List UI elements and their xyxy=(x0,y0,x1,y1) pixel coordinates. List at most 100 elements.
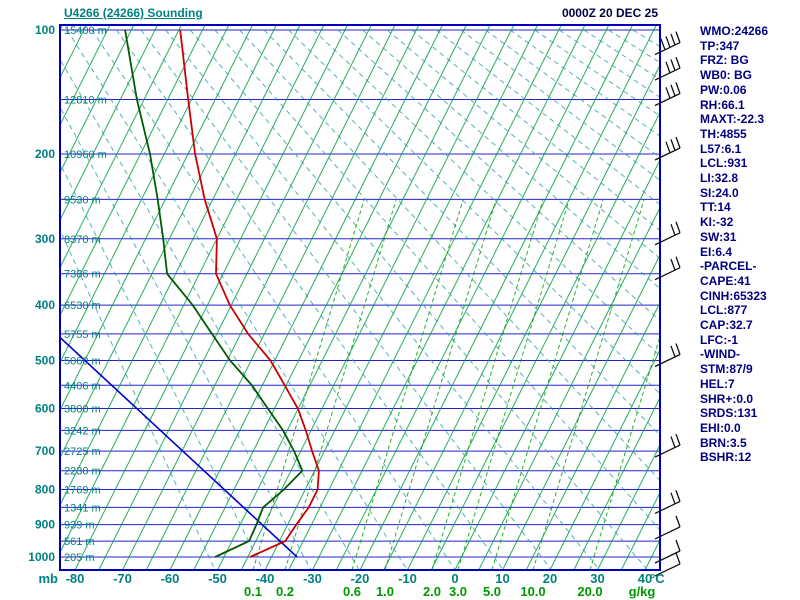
temp-tick-label: 40 xyxy=(638,571,652,586)
stat-line: TT:14 xyxy=(700,200,731,215)
height-label: 6530 m xyxy=(64,300,101,312)
mixing-ratio-lines xyxy=(252,199,660,570)
stat-line: RH:66.1 xyxy=(700,97,745,112)
stat-line: LFC:-1 xyxy=(700,332,738,347)
height-label: 8370 m xyxy=(64,234,101,246)
temperature-axis-labels: -80 -70 -60 -50 -40 -30 -20 -10 0 10 20 30 40 xyxy=(66,571,653,586)
pressure-unit-label: mb xyxy=(39,571,59,586)
stat-line: WMO:24266 xyxy=(700,24,769,38)
height-label: 205 m xyxy=(64,552,95,564)
temp-tick-label: 20 xyxy=(543,571,557,586)
stat-line: MAXT:-22.3 xyxy=(700,112,765,127)
temp-tick-label: -50 xyxy=(208,571,227,586)
unit-labels: mb °Cg/kg xyxy=(39,571,666,599)
temp-tick-label: -10 xyxy=(398,571,417,586)
height-label: 15400 m xyxy=(64,25,107,37)
pressure-tick-label: 1000 xyxy=(28,550,55,564)
temp-tick-label: 30 xyxy=(590,571,604,586)
height-label: 12810 m xyxy=(64,95,107,107)
stat-line: LI:32.8 xyxy=(700,171,739,186)
height-label: 3242 m xyxy=(64,425,101,437)
height-label: 939 m xyxy=(64,520,95,532)
height-labels: 15400 m 12810 m 10960 m 9530 m 8370 m 7386 m 6… xyxy=(64,25,107,564)
height-label: 1769 m xyxy=(64,485,101,497)
stat-line: TP:347 xyxy=(700,38,740,53)
stat-line: SHR+:0.0 xyxy=(700,391,754,406)
stat-line: EI:6.4 xyxy=(700,244,733,259)
stat-line: CAPE:41 xyxy=(700,273,751,288)
plot-frame xyxy=(59,24,661,571)
temp-tick-label: -30 xyxy=(303,571,322,586)
temperature-trace xyxy=(179,29,320,558)
pressure-tick-label: 700 xyxy=(35,444,55,458)
stat-line: BSHR:12 xyxy=(700,450,752,465)
stat-line: SW:31 xyxy=(700,229,737,244)
height-label: 9530 m xyxy=(64,194,101,206)
stat-line: -PARCEL- xyxy=(700,259,757,274)
pressure-tick-label: 600 xyxy=(35,402,55,416)
stat-line: WB0: BG xyxy=(700,68,752,83)
mixing-ratio-tick-label: 1.0 xyxy=(376,584,394,599)
pressure-tick-label: 800 xyxy=(35,483,55,497)
height-label: 561 m xyxy=(64,536,95,548)
temp-tick-label: -70 xyxy=(113,571,132,586)
chart-datetime: 0000Z 20 DEC 25 xyxy=(561,6,658,20)
temp-tick-label: -40 xyxy=(256,571,275,586)
dewpoint-trace xyxy=(124,29,304,558)
stat-line: PW:0.06 xyxy=(700,82,747,97)
stat-line: CINH:65323 xyxy=(700,288,767,303)
mixing-ratio-tick-label: 5.0 xyxy=(483,584,501,599)
pressure-tick-label: 400 xyxy=(35,298,55,312)
mixing-ratio-tick-label: 0.6 xyxy=(343,584,361,599)
stat-line: KI:-32 xyxy=(700,215,734,230)
stat-line: L57:6.1 xyxy=(700,141,742,156)
mixing-ratio-tick-label: 0.1 xyxy=(244,584,262,599)
chart-title: U4266 (24266) Sounding xyxy=(64,6,203,20)
height-label: 2725 m xyxy=(64,446,101,458)
dry-adiabat-lines xyxy=(60,29,660,570)
stat-line: -WIND- xyxy=(700,347,740,362)
stat-line: STM:87/9 xyxy=(700,362,753,377)
height-label: 4406 m xyxy=(64,380,101,392)
pressure-tick-label: 500 xyxy=(35,354,55,368)
stats-panel: WMO:24266 TP:347 FRZ: BG WB0: BG PW:0.06 RH:6… xyxy=(700,24,768,465)
temp-tick-label: 10 xyxy=(495,571,509,586)
pressure-tick-label: 300 xyxy=(35,232,55,246)
stat-line: EHI:0.0 xyxy=(700,420,741,435)
pressure-tick-label: 100 xyxy=(35,23,55,37)
mixing-ratio-tick-label: 10.0 xyxy=(520,584,545,599)
mixing-ratio-tick-label: 2.0 xyxy=(423,584,441,599)
height-label: 5755 m xyxy=(64,329,101,341)
temp-unit-label: °C xyxy=(650,571,665,586)
stat-line: BRN:3.5 xyxy=(700,435,747,450)
pressure-tick-label: 200 xyxy=(35,147,55,161)
temp-tick-label: -80 xyxy=(66,571,85,586)
pressure-tick-label: 900 xyxy=(35,518,55,532)
mixing-ratio-tick-label: 3.0 xyxy=(449,584,467,599)
height-label: 10960 m xyxy=(64,149,107,161)
pressure-axis-labels: 100 200 300 400 500 600 700 800 900 1000 xyxy=(28,23,55,564)
temp-tick-label: -60 xyxy=(161,571,180,586)
mixing-ratio-tick-label: 20.0 xyxy=(577,584,602,599)
stat-line: LCL:931 xyxy=(700,156,748,171)
height-label: 1341 m xyxy=(64,502,101,514)
temp-tick-label: -20 xyxy=(351,571,370,586)
stat-line: FRZ: BG xyxy=(700,53,749,68)
stat-line: SI:24.0 xyxy=(700,185,739,200)
mixing-ratio-tick-label: 0.2 xyxy=(276,584,294,599)
stat-line: LCL:877 xyxy=(700,303,748,318)
height-label: 3800 m xyxy=(64,404,101,416)
wind-barbs xyxy=(654,31,681,577)
height-label: 2230 m xyxy=(64,466,101,478)
stat-line: TH:4855 xyxy=(700,126,747,141)
mixing-unit-label: g/kg xyxy=(629,584,656,599)
height-label: 5060 m xyxy=(64,356,101,368)
height-label: 7386 m xyxy=(64,269,101,281)
stat-line: HEL:7 xyxy=(700,376,735,391)
temp-tick-label: 0 xyxy=(451,571,458,586)
stat-line: CAP:32.7 xyxy=(700,318,753,333)
mixing-ratio-labels: 0.1 0.2 0.6 1.0 2.0 3.0 5.0 10.0 20.0 xyxy=(244,584,603,599)
stat-line: SRDS:131 xyxy=(700,406,758,421)
